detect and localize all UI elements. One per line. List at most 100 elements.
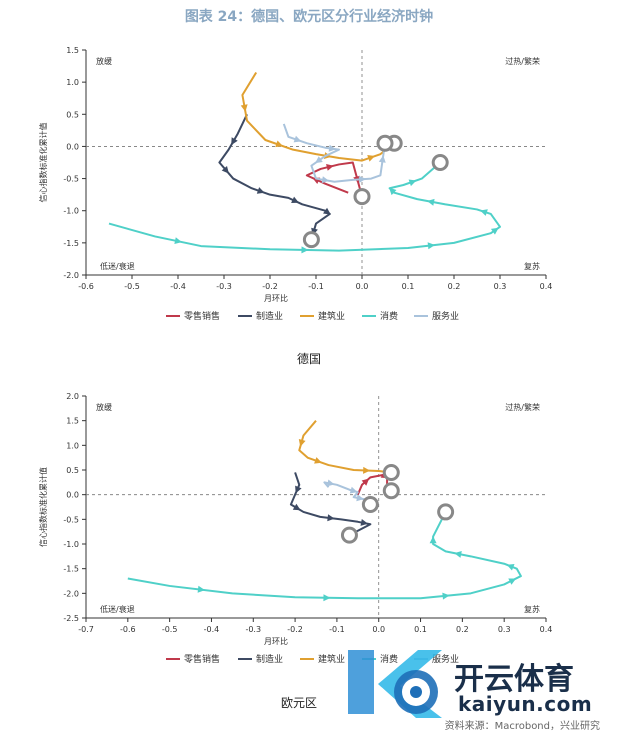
y-tick-label: -1.0 (63, 540, 79, 549)
legend-label: 消费 (380, 653, 398, 665)
series-end-marker (382, 482, 400, 500)
series-arrow (367, 155, 375, 162)
quadrant-label-bottom-right: 复苏 (524, 261, 540, 271)
series-arrow (221, 165, 229, 174)
series-end-marker (302, 231, 320, 249)
quadrant-label-top-right: 过热/繁荣 (505, 402, 540, 412)
series-arrow (427, 198, 435, 206)
series-arrow (295, 485, 302, 494)
x-tick-label: -0.1 (329, 625, 345, 634)
series-arrow (454, 551, 462, 558)
legend-item: 零售销售 (166, 310, 220, 322)
x-tick-label: 0.0 (356, 282, 369, 291)
y-axis-label: 信心指数标准化累计值 (38, 467, 48, 547)
figure-title: 图表 24：德国、欧元区分行业经济时钟 (184, 9, 434, 25)
legend-label: 制造业 (256, 310, 283, 322)
legend-item: 服务业 (414, 310, 459, 322)
y-tick-label: -1.5 (63, 239, 79, 248)
series-arrow (442, 592, 450, 600)
y-tick-label: 0.5 (66, 110, 79, 119)
x-tick-label: -0.7 (78, 625, 94, 634)
y-tick-label: -1.0 (63, 207, 79, 216)
quadrant-label-bottom-right: 复苏 (524, 604, 540, 614)
series-arrow (361, 478, 370, 486)
series-arrow (315, 156, 323, 164)
y-tick-label: 0.0 (66, 142, 79, 151)
quadrant-label-bottom-left: 低迷/衰退 (100, 261, 135, 271)
series-arrow (197, 585, 205, 593)
x-tick-label: -0.5 (124, 282, 140, 291)
legend-label: 制造业 (256, 653, 283, 665)
x-tick-label: 0.1 (402, 282, 415, 291)
series-arrow (349, 486, 358, 494)
series-line (108, 161, 501, 252)
x-tick-label: -0.2 (287, 625, 303, 634)
legend-item: 零售销售 (166, 653, 220, 665)
series-arrow (508, 578, 517, 585)
series-2 (218, 113, 331, 249)
y-tick-label: 1.5 (66, 417, 79, 426)
series-end-marker (437, 503, 455, 521)
x-tick-label: 0.3 (498, 625, 511, 634)
legend-label: 零售销售 (184, 653, 220, 665)
x-axis-label: 月环比 (264, 636, 288, 646)
series-arrow (429, 536, 437, 544)
series-end-marker (353, 188, 371, 206)
y-tick-label: 0.0 (66, 491, 79, 500)
legend-item: 制造业 (238, 653, 283, 665)
y-tick-label: -2.0 (63, 589, 79, 598)
series-arrow (323, 594, 331, 602)
series-arrow (327, 479, 335, 487)
series-end-marker (376, 134, 394, 152)
watermark-domain: kaiyun.com (458, 692, 593, 716)
y-tick-label: 0.5 (66, 466, 79, 475)
chart-caption-eurozone: 欧元区 (280, 696, 317, 710)
x-tick-label: 0.2 (456, 625, 469, 634)
series-line (282, 123, 386, 183)
legend-item: 建筑业 (300, 310, 345, 322)
series-line (305, 161, 363, 197)
series-arrow (314, 457, 322, 464)
x-tick-label: -0.3 (245, 625, 261, 634)
series-arrow (275, 140, 283, 148)
legend-item: 制造业 (238, 310, 283, 322)
series-arrow (231, 137, 238, 146)
chart-eurozone: -0.7 -0.6 -0.5 -0.4 -0.3 -0.2 -0.1 0.0 0.1 0.2 0.3… (38, 392, 552, 665)
x-tick-label: -0.3 (216, 282, 232, 291)
series-arrow (291, 196, 299, 203)
chart-caption-germany: 德国 (296, 352, 321, 366)
x-tick-label: -0.6 (78, 282, 94, 291)
legend-item: 建筑业 (300, 653, 345, 665)
series-arrow (378, 155, 386, 163)
series-3 (240, 71, 403, 162)
x-tick-label: -0.4 (170, 282, 186, 291)
legend-label: 建筑业 (318, 653, 345, 665)
series-arrow (360, 519, 369, 526)
x-tick-label: -0.1 (308, 282, 324, 291)
y-tick-label: -0.5 (63, 175, 79, 184)
legend-label: 服务业 (432, 310, 459, 322)
y-tick-label: 1.0 (66, 441, 79, 450)
x-tick-label: 0.0 (372, 625, 385, 634)
x-tick-label: -0.4 (204, 625, 220, 634)
series-arrow (490, 227, 499, 235)
y-tick-label: 2.0 (66, 392, 79, 401)
legend-item: 消费 (362, 310, 398, 322)
series-arrow (326, 163, 334, 171)
quadrant-label-top-left: 放缓 (96, 402, 112, 412)
legend-label: 消费 (380, 310, 398, 322)
series-arrow (301, 246, 309, 254)
series-arrow (389, 187, 397, 196)
series-arrow (298, 439, 306, 447)
x-tick-label: 0.4 (540, 282, 553, 291)
series-5 (323, 479, 379, 514)
series-4 (127, 503, 522, 602)
y-axis-label: 信心指数标准化累计值 (38, 123, 48, 203)
x-tick-label: -0.6 (120, 625, 136, 634)
series-5 (282, 123, 394, 184)
legend-label: 零售销售 (184, 310, 220, 322)
series-arrow (293, 135, 302, 143)
series-arrow (174, 237, 182, 245)
quadrant-label-top-left: 放缓 (96, 56, 112, 66)
series-end-marker (340, 526, 358, 544)
